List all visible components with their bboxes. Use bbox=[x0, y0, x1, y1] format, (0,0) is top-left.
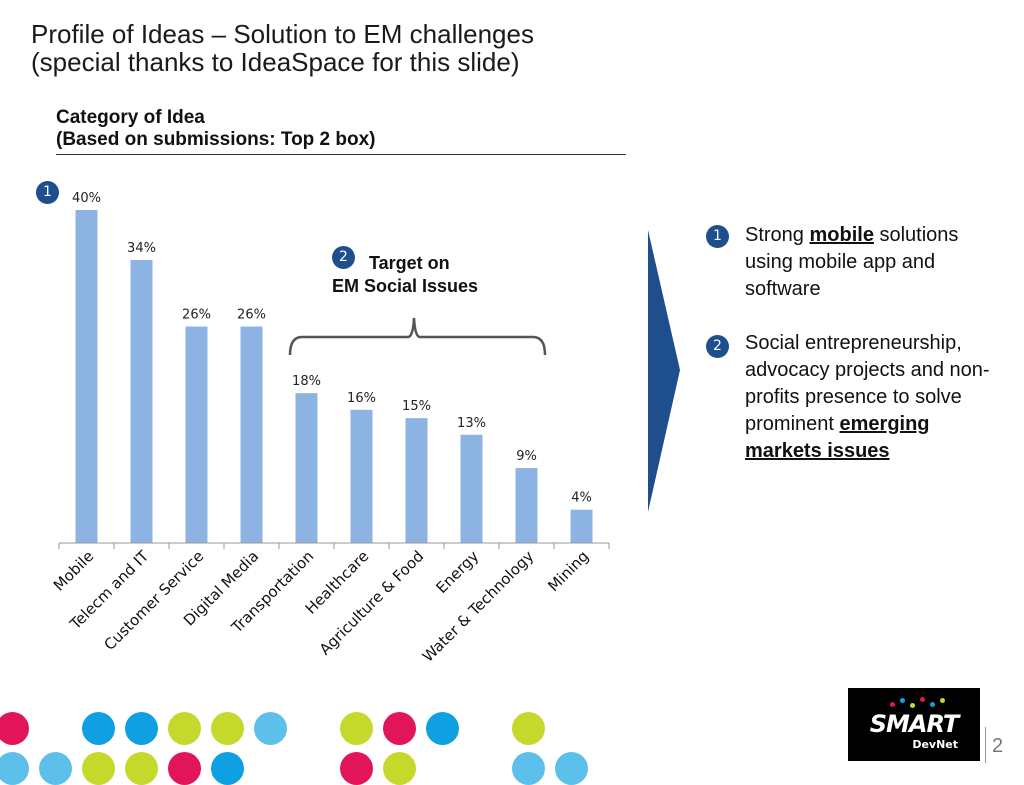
decor-dot bbox=[0, 752, 29, 785]
decor-dot bbox=[39, 752, 72, 785]
category-label-mining: Mining bbox=[544, 547, 592, 595]
decor-dot bbox=[82, 752, 115, 785]
category-label-customer-service: Customer Service bbox=[101, 547, 208, 654]
decor-dot bbox=[168, 712, 201, 745]
bar-customer-service bbox=[185, 326, 208, 543]
logo-wordmark: SMART bbox=[869, 710, 960, 738]
logo-dots bbox=[888, 697, 948, 709]
category-label-agriculture-and-food: Agriculture & Food bbox=[316, 547, 428, 659]
data-label-mobile: 40% bbox=[72, 191, 101, 206]
key-point-2: Social entrepreneurship, advocacy projec… bbox=[745, 330, 995, 465]
decor-dot bbox=[512, 752, 545, 785]
category-label-energy: Energy bbox=[432, 547, 482, 597]
data-label-mining: 4% bbox=[571, 491, 592, 506]
data-label-digital-media: 26% bbox=[237, 308, 266, 323]
key-point-2-text: Social entrepreneurship, advocacy projec… bbox=[745, 332, 990, 435]
decor-dot bbox=[383, 712, 416, 745]
subtitle-line-1: Category of Idea bbox=[56, 107, 205, 128]
data-label-customer-service: 26% bbox=[182, 308, 211, 323]
callout-bracket bbox=[288, 317, 547, 356]
decor-dot bbox=[211, 752, 244, 785]
footer-divider bbox=[985, 727, 986, 763]
key-points: Strong mobile solutions using mobile app… bbox=[745, 222, 995, 492]
title-line-1: Profile of Ideas – Solution to EM challe… bbox=[31, 19, 534, 49]
decor-dot bbox=[555, 752, 588, 785]
decor-dot bbox=[340, 752, 373, 785]
decor-dot bbox=[168, 752, 201, 785]
logo-sub: DevNet bbox=[912, 738, 958, 751]
decor-dot bbox=[211, 712, 244, 745]
bar-energy bbox=[460, 434, 483, 543]
data-label-water-and-technology: 9% bbox=[516, 449, 537, 464]
badge-2-point: 2 bbox=[706, 335, 729, 358]
chart-subtitle: Category of Idea (Based on submissions: … bbox=[56, 107, 626, 155]
category-label-water-and-technology: Water & Technology bbox=[419, 547, 538, 666]
decor-dot bbox=[0, 712, 29, 745]
bar-agriculture-and-food bbox=[405, 418, 428, 543]
decor-dot bbox=[340, 712, 373, 745]
key-point-2-emphasis: emerging markets issues bbox=[745, 413, 930, 462]
bar-healthcare bbox=[350, 409, 373, 543]
bar-mining bbox=[570, 509, 593, 543]
decor-dot bbox=[125, 752, 158, 785]
arrow-shape bbox=[648, 230, 680, 512]
callout-target-line1: Target on bbox=[369, 253, 450, 273]
badge-1-point: 1 bbox=[706, 225, 729, 248]
bar-digital-media bbox=[240, 326, 263, 543]
bar-mobile bbox=[75, 210, 98, 543]
key-point-1: Strong mobile solutions using mobile app… bbox=[745, 222, 995, 303]
data-label-transportation: 18% bbox=[292, 374, 321, 389]
slide-title: Profile of Ideas – Solution to EM challe… bbox=[31, 20, 534, 76]
bar-water-and-technology bbox=[515, 468, 538, 543]
data-label-telecm-and-it: 34% bbox=[127, 241, 156, 256]
decor-dot bbox=[254, 712, 287, 745]
callout-target-line2: EM Social Issues bbox=[332, 276, 479, 296]
key-point-1-emphasis: mobile bbox=[809, 224, 874, 246]
category-label-mobile: Mobile bbox=[50, 547, 98, 595]
key-point-1-rest: solutions using mobile app and software bbox=[745, 224, 959, 300]
decor-dot bbox=[512, 712, 545, 745]
bar-chart: 40%34%26% 26%18%16%15%13%9%4% MobileTelec… bbox=[50, 191, 680, 666]
data-label-agriculture-and-food: 15% bbox=[402, 399, 431, 414]
decor-dot bbox=[82, 712, 115, 745]
decor-dot bbox=[125, 712, 158, 745]
data-label-energy: 13% bbox=[457, 416, 486, 431]
badge-2-chart: 2 bbox=[332, 246, 355, 269]
badge-1-chart: 1 bbox=[36, 181, 59, 204]
smart-devnet-logo: SMART DevNet bbox=[848, 688, 980, 761]
bar-transportation bbox=[295, 393, 318, 543]
data-label-healthcare: 16% bbox=[347, 391, 376, 406]
page-number: 2 bbox=[992, 735, 1004, 757]
title-line-2: (special thanks to IdeaSpace for this sl… bbox=[31, 47, 520, 77]
bar-telecm-and-it bbox=[130, 259, 153, 543]
decor-dot bbox=[426, 712, 459, 745]
key-point-1-text: Strong bbox=[745, 224, 810, 246]
subtitle-line-2: (Based on submissions: Top 2 box) bbox=[56, 129, 376, 150]
decor-dot bbox=[383, 752, 416, 785]
